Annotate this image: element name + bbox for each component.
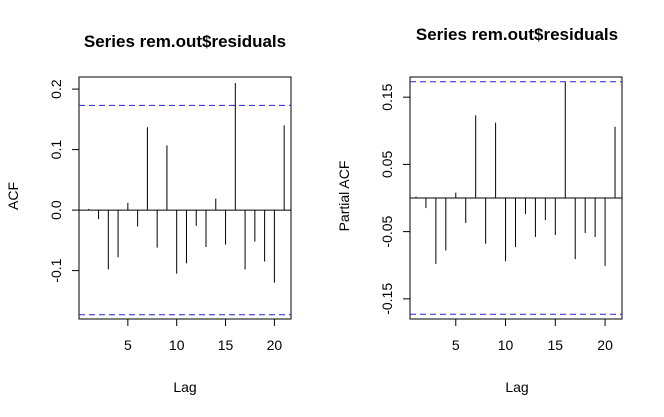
acf-x-tick-label: 20	[267, 337, 283, 353]
pacf-x-tick-label: 10	[498, 337, 514, 353]
pacf-x-tick-label: 15	[548, 337, 564, 353]
pacf-panel: Series rem.out$residuals Lag Partial ACF…	[336, 25, 623, 395]
acf-y-tick-label: 0.1	[48, 140, 64, 160]
acf-x-tick-label: 10	[169, 337, 185, 353]
acf-x-tick-label: 5	[124, 337, 132, 353]
pacf-y-axis-label: Partial ACF	[336, 161, 352, 232]
acf-panel: Series rem.out$residuals Lag ACF 5 10 15 20…	[5, 32, 292, 395]
pacf-x-axis-label: Lag	[505, 379, 528, 395]
acf-plot-frame	[78, 76, 292, 320]
acf-y-axis-label: ACF	[5, 182, 21, 210]
pacf-y-tick-label: -0.05	[379, 215, 395, 247]
pacf-y-tick-label: -0.15	[379, 283, 395, 315]
pacf-y-tick-label: 0.15	[379, 83, 395, 110]
acf-chart-title: Series rem.out$residuals	[84, 32, 286, 51]
acf-y-tick-label: 0.0	[48, 200, 64, 220]
pacf-x-tick-label: 20	[597, 337, 613, 353]
acf-x-axis-label: Lag	[173, 379, 196, 395]
acf-y-tick-label: 0.2	[48, 79, 64, 99]
acf-y-tick-label: -0.1	[48, 258, 64, 282]
pacf-chart-title: Series rem.out$residuals	[416, 25, 618, 44]
pacf-y-tick-label: 0.05	[379, 151, 395, 178]
acf-marks: 5 10 15 20 -0.1 0.0 0.1 0.2	[48, 79, 291, 353]
pacf-x-tick-label: 5	[452, 337, 460, 353]
pacf-marks: 5 10 15 20 -0.15 -0.05 0.05 0.15	[379, 81, 622, 353]
acf-x-tick-label: 15	[218, 337, 234, 353]
